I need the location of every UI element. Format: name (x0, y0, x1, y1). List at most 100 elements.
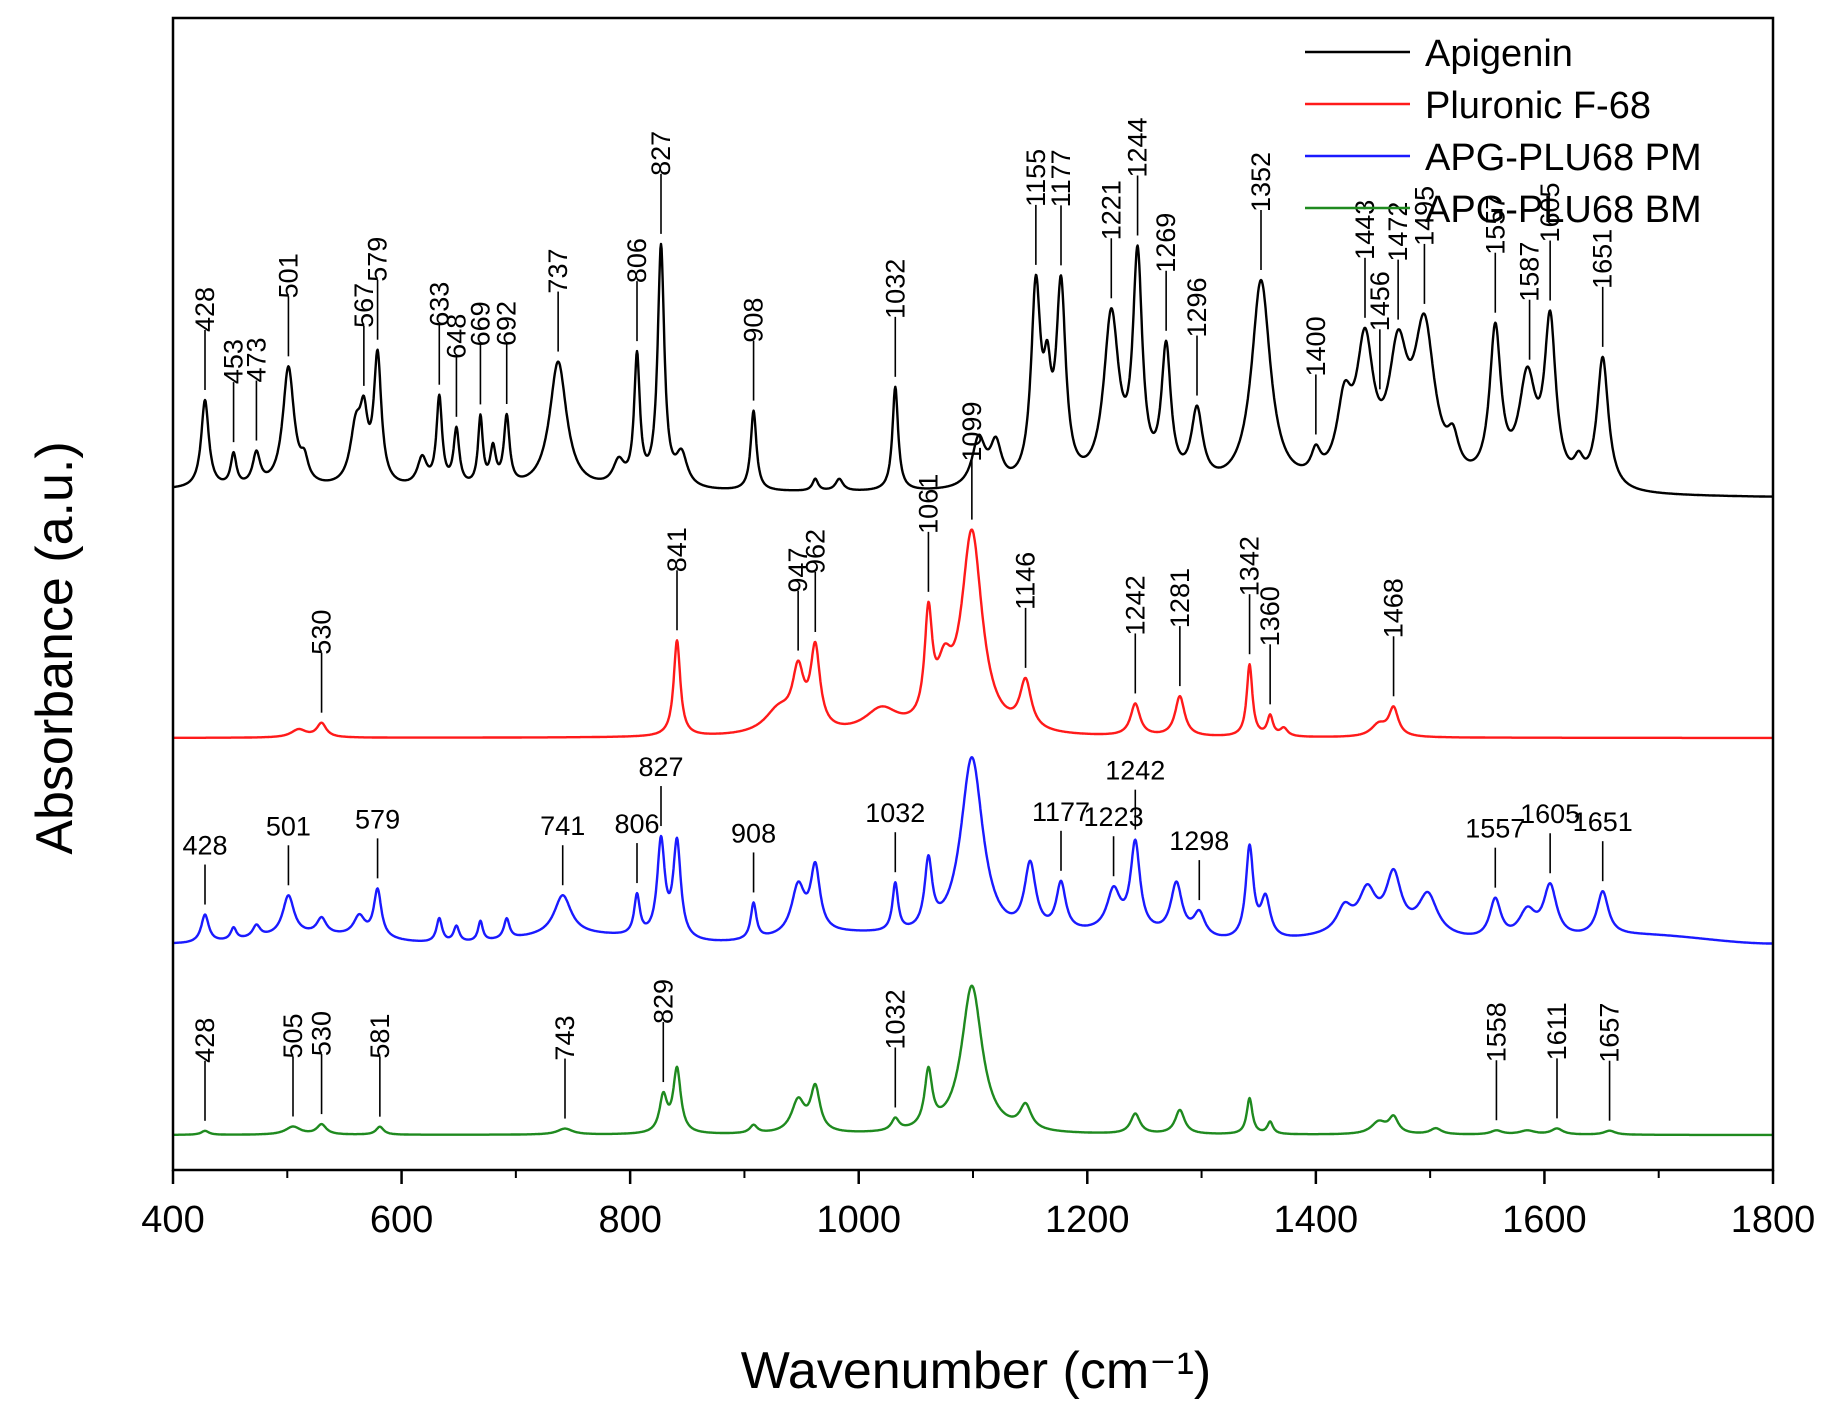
x-tick-label-1600: 1600 (1502, 1199, 1587, 1241)
peak-label-581: 581 (365, 1014, 395, 1117)
x-tick-label-1400: 1400 (1274, 1199, 1359, 1241)
peak-label-741: 741 (540, 811, 585, 886)
peak-value: 1032 (865, 798, 925, 828)
peak-label-1296: 1296 (1182, 277, 1212, 396)
peak-value: 669 (465, 301, 495, 346)
peak-value: 737 (543, 249, 573, 294)
peak-label-633: 633 (424, 282, 454, 385)
peak-label-648: 648 (441, 314, 471, 417)
series-line-apg-plu68-pm (172, 756, 1774, 945)
peak-value: 1472 (1383, 202, 1413, 262)
peak-value: 806 (622, 238, 652, 283)
peak-label-428: 428 (190, 287, 220, 390)
peak-value: 1587 (1515, 242, 1545, 302)
peak-label-1605: 1605 (1535, 182, 1565, 301)
legend-item-4: APG-PLU68 BM (1305, 189, 1702, 231)
peak-label-1443: 1443 (1350, 200, 1380, 318)
peak-value: 908 (731, 818, 776, 848)
x-tick-label-1200: 1200 (1045, 1199, 1130, 1241)
x-tick-label-600: 600 (370, 1199, 433, 1241)
peak-label-501: 501 (273, 253, 303, 357)
peak-value: 579 (355, 804, 400, 834)
peak-label-1244: 1244 (1123, 117, 1153, 236)
peak-value: 1558 (1481, 1002, 1511, 1062)
peak-label-1400: 1400 (1301, 316, 1331, 435)
peak-label-1146: 1146 (1011, 552, 1041, 668)
peak-label-473: 473 (241, 337, 271, 441)
peak-value: 1651 (1573, 807, 1633, 837)
peak-value: 841 (662, 527, 692, 572)
peak-label-1557: 1557 (1465, 814, 1525, 888)
peak-value: 1298 (1169, 826, 1229, 856)
legend-item-1: Apigenin (1305, 33, 1573, 75)
peak-label-1605: 1605 (1520, 799, 1580, 874)
peak-value: 1061 (913, 474, 943, 534)
peak-label-947: 947 (783, 548, 813, 651)
peak-value: 1242 (1120, 575, 1150, 635)
peak-value: 501 (273, 253, 303, 298)
peak-label-829: 829 (648, 979, 678, 1083)
peak-label-1657: 1657 (1595, 1003, 1625, 1121)
peak-value: 743 (550, 1016, 580, 1061)
peak-label-1342: 1342 (1235, 536, 1265, 655)
peak-label-579: 579 (355, 804, 400, 879)
peak-value: 501 (266, 811, 311, 841)
peak-label-841: 841 (662, 527, 692, 631)
peak-value: 473 (241, 337, 271, 382)
peak-label-1611: 1611 (1542, 1002, 1572, 1119)
peak-label-962: 962 (800, 529, 830, 632)
peak-label-1155: 1155 (1021, 149, 1051, 265)
x-tick-label-1800: 1800 (1731, 1199, 1816, 1241)
peak-value: 1605 (1520, 799, 1580, 829)
peak-value: 947 (783, 548, 813, 593)
peak-label-1032: 1032 (880, 989, 910, 1108)
peak-value: 1443 (1350, 200, 1380, 260)
peak-label-1360: 1360 (1255, 586, 1285, 705)
legend-item-3: APG-PLU68 PM (1305, 137, 1702, 179)
peak-label-1032: 1032 (865, 798, 925, 873)
peak-label-1472: 1472 (1383, 202, 1413, 320)
peak-value: 1468 (1379, 578, 1409, 638)
peak-label-692: 692 (492, 301, 522, 405)
peak-label-1298: 1298 (1169, 826, 1229, 901)
peak-label-1269: 1269 (1151, 213, 1181, 331)
peak-value: 648 (441, 314, 471, 359)
peak-value: 1456 (1365, 271, 1395, 331)
peak-value: 1146 (1011, 552, 1041, 610)
peak-value: 428 (182, 831, 227, 861)
peak-value: 1155 (1021, 149, 1051, 207)
x-tick-label-800: 800 (598, 1199, 661, 1241)
peak-value: 1281 (1165, 568, 1195, 628)
peak-value: 1557 (1480, 195, 1510, 255)
peak-value: 827 (646, 131, 676, 176)
series-line-apg-plu68-bm (172, 984, 1774, 1137)
peak-value: 1657 (1595, 1003, 1625, 1063)
peak-label-1177: 1177 (1046, 149, 1076, 266)
peak-label-428: 428 (190, 1018, 220, 1121)
peak-label-530: 530 (307, 610, 337, 713)
peak-value: 1099 (957, 402, 987, 462)
peak-value: 1360 (1255, 586, 1285, 646)
series-line-pluronic-f-68 (172, 528, 1774, 740)
peak-label-1456: 1456 (1365, 271, 1395, 390)
peak-value: 1244 (1123, 117, 1153, 177)
peak-label-1242: 1242 (1120, 575, 1150, 694)
peak-value: 567 (349, 283, 379, 328)
peak-value: 692 (492, 301, 522, 346)
peak-label-501: 501 (266, 811, 311, 886)
peak-value: 1177 (1046, 149, 1076, 207)
peak-value: 1223 (1084, 802, 1144, 832)
peak-value: 1352 (1246, 152, 1276, 212)
legend-label: APG-PLU68 PM (1425, 137, 1702, 179)
x-tick-label-400: 400 (141, 1199, 204, 1241)
peak-label-908: 908 (731, 818, 776, 893)
peak-label-669: 669 (465, 301, 495, 405)
peak-label-1061: 1061 (913, 474, 943, 592)
y-axis-title: Absorbance (a.u.) (26, 441, 84, 854)
peak-value: 1651 (1588, 229, 1618, 289)
peak-value: 1557 (1465, 814, 1525, 844)
peak-label-505: 505 (278, 1013, 308, 1117)
peak-value: 530 (307, 1011, 337, 1056)
peak-label-1558: 1558 (1481, 1002, 1511, 1121)
